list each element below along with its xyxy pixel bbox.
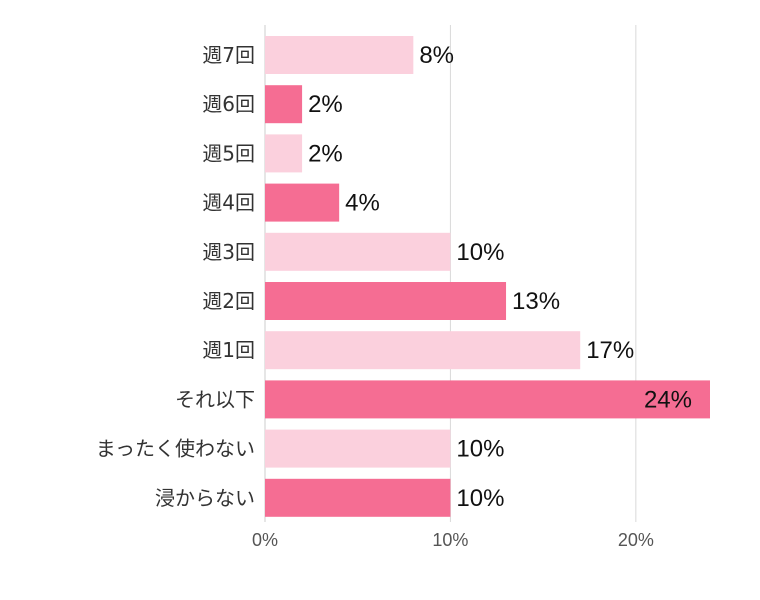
- category-label: 週5回: [202, 141, 255, 165]
- category-label: 週2回: [202, 289, 255, 313]
- bar: [265, 478, 451, 517]
- category-label: 週7回: [202, 43, 255, 67]
- category-label: 週4回: [202, 191, 255, 215]
- bar: [265, 183, 340, 222]
- bar: [265, 134, 303, 173]
- data-label: 10%: [456, 436, 504, 463]
- data-label: 2%: [308, 91, 343, 118]
- bar: [265, 232, 451, 271]
- bar: [265, 331, 581, 370]
- data-label: 13%: [512, 288, 560, 315]
- bar: [265, 36, 414, 74]
- category-label: 週3回: [202, 240, 255, 264]
- x-tick-label: 0%: [252, 530, 278, 550]
- x-tick-label: 20%: [618, 530, 654, 550]
- category-label: 浸からない: [155, 486, 255, 510]
- data-label: 10%: [456, 485, 504, 512]
- category-label: 週6回: [202, 92, 255, 116]
- data-label: 10%: [456, 239, 504, 266]
- bar: [265, 85, 303, 124]
- data-label: 4%: [345, 190, 380, 217]
- category-label: それ以下: [175, 387, 255, 411]
- bar: [265, 282, 507, 320]
- data-label: 17%: [586, 337, 634, 364]
- bar: [265, 380, 710, 419]
- data-label: 2%: [308, 140, 343, 167]
- bar: [265, 429, 451, 468]
- category-label: まったく使わない: [96, 437, 255, 461]
- x-tick-label: 10%: [432, 530, 468, 550]
- category-label: 週1回: [202, 338, 255, 362]
- data-label: 24%: [644, 386, 692, 413]
- data-label: 8%: [419, 42, 454, 69]
